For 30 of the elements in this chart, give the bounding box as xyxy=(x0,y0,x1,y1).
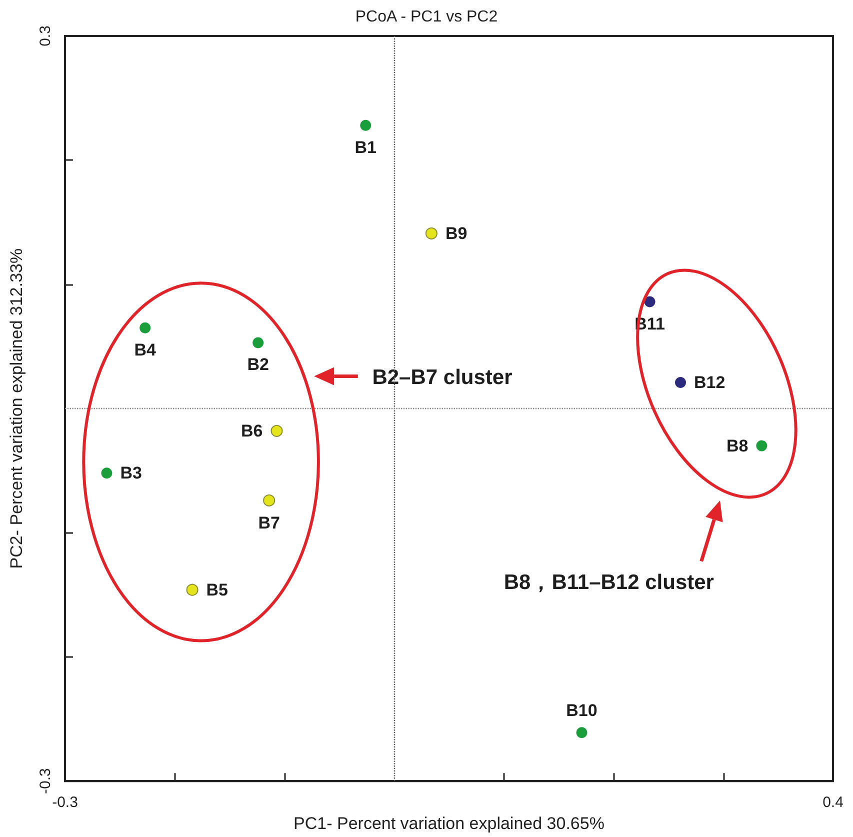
series-label: B10 xyxy=(566,701,598,720)
series-label: B8 xyxy=(726,436,748,456)
series-label: B1 xyxy=(354,138,376,157)
point xyxy=(252,337,264,348)
series-label: B5 xyxy=(206,580,228,600)
y-axis-title: PC2- Percent variation explained 312.33% xyxy=(7,248,26,569)
point xyxy=(576,727,588,738)
point xyxy=(263,494,276,506)
chart-title: PCoA - PC1 vs PC2 xyxy=(355,8,498,26)
x-tick-label: 0.4 xyxy=(822,794,844,812)
x-axis-title: PC1- Percent variation explained 30.65% xyxy=(294,814,604,833)
point xyxy=(140,322,151,334)
point xyxy=(270,424,283,437)
series-label: B6 xyxy=(241,421,263,440)
point xyxy=(675,376,686,388)
series-label: B3 xyxy=(120,464,142,483)
annotation: B2–B7 cluster xyxy=(372,366,512,390)
point xyxy=(644,296,656,308)
point xyxy=(425,227,438,240)
series-label: B9 xyxy=(445,224,468,243)
annotation: B8，B11–B12 cluster xyxy=(504,570,714,594)
y-tick-label: 0.3 xyxy=(37,26,54,46)
series-label: B7 xyxy=(258,513,280,532)
point xyxy=(101,468,112,479)
point xyxy=(756,440,768,452)
series-label: B2 xyxy=(247,355,269,374)
point xyxy=(186,584,198,596)
series-label: B4 xyxy=(134,340,156,360)
point xyxy=(360,120,372,131)
series-label: B12 xyxy=(694,372,726,392)
